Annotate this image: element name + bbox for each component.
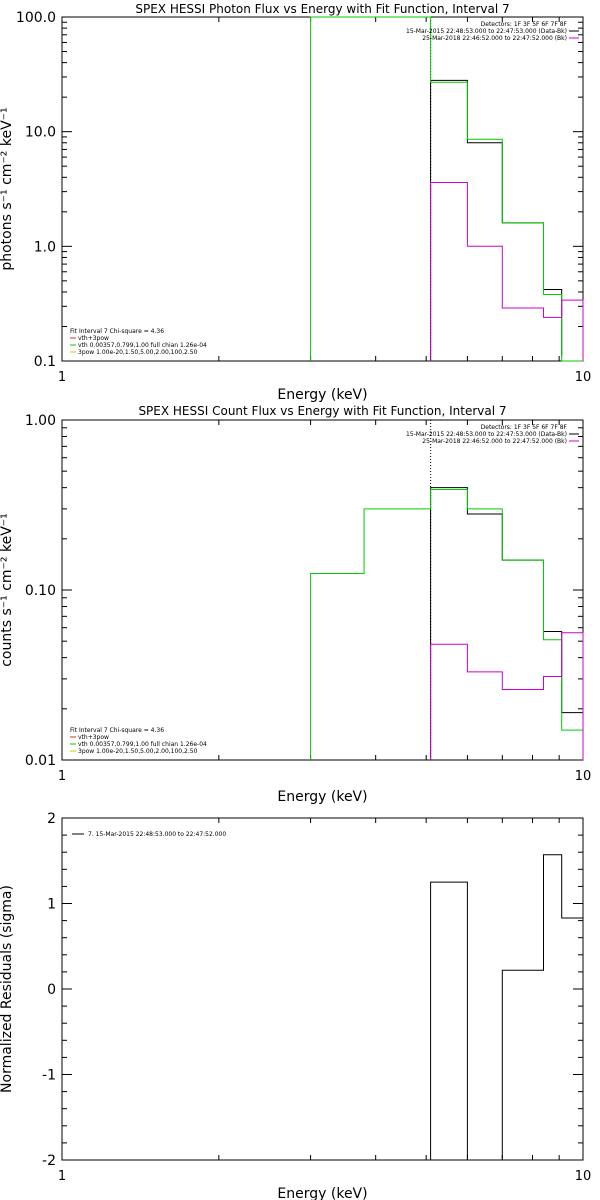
y-axis-label-2: Normalized Residuals (sigma) (0, 885, 15, 1093)
x-axis-label-2: Energy (keV) (277, 1186, 367, 1200)
fit-info-text: Fit Interval 7 Chi-square = 4.36 (70, 328, 164, 335)
legend-entry: 15-Mar-2015 22:48:53.000 to 22:47:53.000… (406, 28, 567, 35)
fit-info-text: 3pow 1.00e-20,1.50,5.00,2.00,100,2.50 (78, 748, 198, 755)
y-axis-label-1: counts s⁻¹ cm⁻² keV⁻¹ (0, 513, 15, 667)
chart-title-0: SPEX HESSI Photon Flux vs Energy with Fi… (135, 2, 509, 16)
series-residual-line (430, 854, 584, 1161)
y-tick-label: 1 (47, 897, 56, 913)
plot-frame-1 (61, 419, 584, 761)
fit-info-text: vth+3pow (78, 734, 109, 741)
fit-info-text: vth 0.00357,0.799,1.00 full chian 1.26e-… (78, 741, 207, 748)
y-tick-label: -2 (42, 1153, 56, 1169)
legend-entry: Detectors: 1F 3F 5F 6F 7F 8F (481, 424, 568, 431)
x-tick-label: 10 (575, 370, 592, 385)
y-tick-label: 0.1 (34, 354, 56, 370)
series-vth-3pow-line (310, 489, 584, 760)
x-tick-label: 1 (58, 370, 66, 385)
series-data-bk-line (430, 79, 563, 361)
fit-info-text: vth 0.00357,0.799,1.00 full chian 1.26e-… (78, 342, 207, 349)
fit-info-text: Fit Interval 7 Chi-square = 4.36 (70, 727, 164, 734)
y-tick-label: 1.00 (25, 413, 56, 429)
x-axis-label-1: Energy (keV) (277, 789, 367, 805)
x-tick-label: 1 (58, 1169, 66, 1184)
y-tick-label: 1.0 (34, 239, 56, 255)
x-tick-label: 10 (575, 1169, 592, 1184)
series-bk-line (430, 182, 584, 361)
y-axis-label-0: photons s⁻¹ cm⁻² keV⁻¹ (0, 107, 15, 270)
series-data-bk-line (430, 487, 584, 760)
y-tick-label: -1 (42, 1068, 56, 1084)
fit-info-text: 3pow 1.00e-20,1.50,5.00,2.00,100,2.50 (78, 349, 198, 356)
y-tick-label: 100.0 (16, 10, 56, 26)
y-tick-label: 0.10 (25, 583, 56, 599)
series-vth-3pow-line (310, 16, 583, 362)
x-tick-label: 1 (58, 769, 66, 784)
plot-frame-0 (61, 16, 584, 362)
legend-entry: Detectors: 1F 3F 5F 6F 7F 8F (481, 21, 568, 28)
chart-title-1: SPEX HESSI Count Flux vs Energy with Fit… (138, 404, 506, 418)
legend-entry: 15-Mar-2015 22:48:53.000 to 22:47:53.000… (406, 431, 567, 438)
plot-frame-2 (61, 817, 584, 1161)
fit-info-text: vth+3pow (78, 335, 109, 342)
y-tick-label: 2 (47, 811, 56, 827)
y-tick-label: 0 (47, 982, 56, 998)
x-axis-label-0: Energy (keV) (277, 387, 367, 403)
series-bk-line (430, 632, 584, 760)
y-tick-label: 0.01 (25, 753, 56, 769)
y-tick-label: 10.0 (25, 125, 56, 141)
x-tick-label: 10 (575, 769, 592, 784)
legend-entry: 25-Mar-2018 22:46:52.000 to 22:47:52.000… (422, 35, 567, 42)
legend-entry: 7. 15-Mar-2015 22:48:53.000 to 22:47:52.… (88, 831, 226, 838)
legend-entry: 25-Mar-2018 22:46:52.000 to 22:47:52.000… (422, 438, 567, 445)
